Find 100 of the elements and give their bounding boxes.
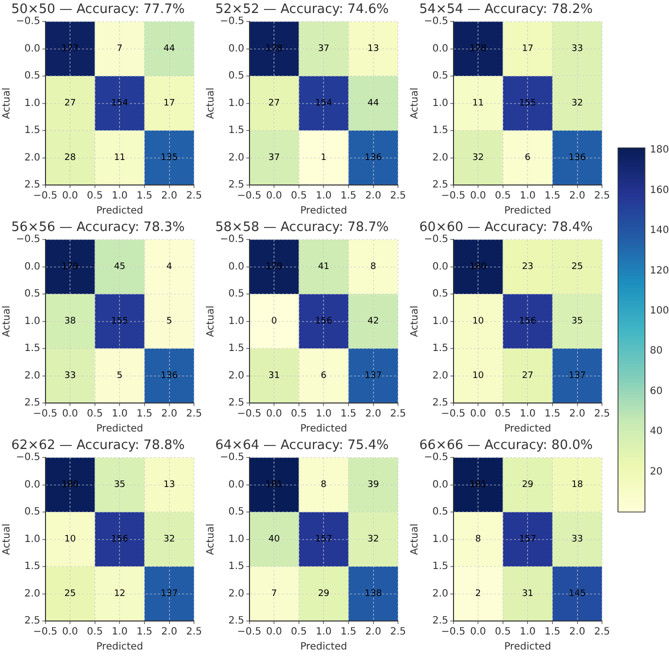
- y-tick-label: 2.0: [228, 588, 244, 600]
- data-label: 27: [522, 371, 534, 382]
- data-label: 41: [318, 262, 330, 272]
- y-tick-label: 1.5: [432, 561, 448, 572]
- data-label: 11: [114, 153, 126, 164]
- chart-title: 62×62 — Accuracy: 78.8%: [11, 438, 185, 454]
- y-tick-label: −0.5: [424, 234, 448, 246]
- x-tick-label: 2.5: [186, 626, 202, 638]
- data-label: 33: [572, 44, 583, 54]
- y-tick-label: −0.5: [220, 16, 244, 28]
- data-label: 6: [320, 371, 327, 382]
- x-tick-label: 2.0: [161, 626, 178, 638]
- data-label: 18: [572, 480, 584, 490]
- x-tick-label: 0.0: [62, 190, 78, 202]
- y-tick-label: 1.5: [432, 125, 448, 136]
- chart-title: 56×56 — Accuracy: 78.3%: [11, 220, 185, 236]
- data-label: 5: [116, 371, 123, 382]
- x-tick-label: 0.0: [266, 626, 282, 638]
- y-tick-label: 0.5: [24, 288, 40, 300]
- y-tick-label: 0.0: [432, 479, 448, 490]
- chart-title: 52×52 — Accuracy: 74.6%: [215, 2, 389, 18]
- y-tick-label: 2.0: [432, 152, 448, 164]
- data-label: 6: [524, 153, 531, 164]
- y-tick-label: 0.0: [432, 261, 448, 272]
- data-label: 40: [268, 534, 280, 545]
- data-label: 10: [64, 534, 76, 545]
- x-tick-label: 0.0: [266, 408, 282, 420]
- x-tick-label: −0.5: [237, 626, 262, 638]
- data-label: 0: [271, 316, 278, 327]
- data-label: 13: [164, 480, 175, 490]
- y-axis-title: Actual: [206, 88, 217, 119]
- x-tick-label: 1.0: [316, 408, 332, 420]
- data-label: 178: [469, 44, 487, 54]
- y-tick-label: 1.0: [228, 316, 244, 327]
- y-tick-label: 2.5: [432, 398, 448, 409]
- y-tick-label: 1.0: [432, 316, 448, 327]
- y-tick-label: −0.5: [16, 452, 40, 464]
- y-tick-label: 0.0: [228, 479, 244, 490]
- color-bar-label: 120: [650, 265, 669, 276]
- x-tick-label: 1.5: [136, 626, 152, 638]
- y-tick-label: 2.5: [228, 616, 244, 627]
- data-label: 27: [268, 98, 280, 109]
- data-label: 31: [522, 589, 534, 600]
- y-tick-label: 2.0: [228, 152, 244, 164]
- x-tick-label: 1.5: [340, 190, 356, 202]
- x-tick-label: 2.5: [390, 626, 406, 638]
- y-tick-label: 2.5: [228, 180, 244, 191]
- data-label: 181: [469, 480, 487, 490]
- data-label: 17: [164, 98, 175, 109]
- y-tick-label: 1.5: [228, 125, 244, 136]
- data-label: 25: [572, 262, 583, 272]
- x-tick-label: 0.5: [494, 190, 511, 202]
- y-tick-label: 0.5: [432, 70, 448, 82]
- chart-title: 66×66 — Accuracy: 80.0%: [419, 438, 593, 454]
- y-tick-label: 2.0: [24, 588, 40, 600]
- data-label: 177: [61, 44, 79, 54]
- x-tick-label: 2.0: [365, 408, 382, 420]
- x-tick-label: 2.5: [390, 190, 406, 202]
- data-label: 137: [364, 371, 382, 382]
- y-tick-label: 1.5: [228, 561, 244, 572]
- x-tick-label: −0.5: [237, 190, 262, 202]
- y-tick-label: −0.5: [220, 234, 244, 246]
- y-tick-label: 0.5: [228, 70, 244, 82]
- x-tick-label: −0.5: [33, 408, 58, 420]
- x-tick-label: 1.0: [520, 190, 536, 202]
- x-tick-label: −0.5: [441, 626, 466, 638]
- data-label: 45: [114, 262, 126, 272]
- data-label: 156: [519, 316, 537, 327]
- y-tick-label: 2.5: [24, 616, 40, 627]
- y-tick-label: 1.0: [24, 98, 40, 109]
- x-tick-label: 2.5: [594, 626, 610, 638]
- y-tick-label: 0.0: [24, 43, 40, 54]
- x-axis-title: Predicted: [504, 642, 552, 653]
- x-tick-label: 1.0: [316, 626, 332, 638]
- data-label: 157: [315, 534, 332, 545]
- x-axis-title: Predicted: [504, 206, 552, 217]
- x-axis-title: Predicted: [96, 642, 144, 653]
- x-tick-label: 1.0: [112, 408, 128, 420]
- data-label: 10: [472, 371, 484, 382]
- data-label: 27: [64, 98, 76, 109]
- data-label: 154: [111, 98, 129, 109]
- data-label: 136: [160, 371, 178, 382]
- x-tick-label: 2.0: [569, 408, 586, 420]
- data-label: 23: [522, 262, 534, 272]
- y-axis-title: Actual: [206, 524, 217, 555]
- color-bar-label: 80: [650, 346, 663, 357]
- data-label: 37: [268, 153, 280, 164]
- data-label: 32: [572, 98, 583, 109]
- x-tick-label: 2.0: [365, 190, 382, 202]
- y-tick-label: −0.5: [16, 16, 40, 28]
- data-label: 38: [64, 316, 76, 327]
- x-tick-label: −0.5: [441, 190, 466, 202]
- data-label: 136: [364, 153, 382, 164]
- x-axis-title: Predicted: [300, 206, 348, 217]
- y-tick-label: −0.5: [16, 234, 40, 246]
- x-tick-label: −0.5: [237, 408, 262, 420]
- data-label: 5: [166, 316, 172, 327]
- x-tick-label: −0.5: [33, 190, 58, 202]
- data-label: 4: [166, 262, 172, 272]
- x-tick-label: 1.5: [544, 190, 560, 202]
